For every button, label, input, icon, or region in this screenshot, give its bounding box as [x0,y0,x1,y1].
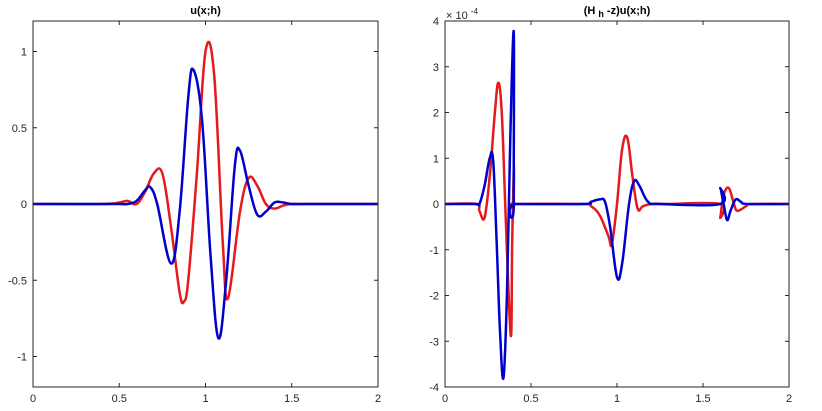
left-plot-series-2-line [33,67,378,340]
right-plot-ytick-label: 4 [433,16,439,28]
left-plot-xtick-label: 1.5 [284,393,299,405]
left-plot-ticks: 0 0.5 1 1.5 2 -1 -0.5 0 0.5 1 [8,21,381,405]
right-plot-xtick-label: 1 [614,393,620,405]
left-plot-xtick-label: 0 [30,393,36,405]
right-plot-xtick-label: 1.5 [695,393,710,405]
right-plot-ytick-label: 1 [433,153,439,165]
right-plot-title-main: (H [584,5,596,17]
right-plot-title-subscript: h [598,9,604,19]
right-plot-xtick-label: 0 [442,393,448,405]
right-plot-ytick-label: 3 [433,62,439,74]
right-plot-exponent-label: × 10 -4 [446,7,478,22]
left-plot-xtick-label: 2 [375,393,381,405]
left-plot-ytick-label: 1 [21,47,27,59]
left-plot-xtick-label: 0.5 [112,393,127,405]
left-plot-lines [33,40,378,340]
left-plot-ytick-label: 0.5 [12,123,27,135]
left-plot-ytick-label: 0 [21,199,27,211]
right-plot-ticks: 0 0.5 1 1.5 2 -4 -3 -2 -1 0 1 2 3 4 [429,16,792,405]
left-plot-title: u(x;h) [190,5,221,17]
right-plot-ytick-label: 2 [433,108,439,120]
right-plot-lines [445,29,789,381]
right-plot-exponent-base: × 10 [446,10,468,22]
right-plot: 0 0.5 1 1.5 2 -4 -3 -2 -1 0 1 2 3 4 (H h -z)u(x;h) × … [429,5,792,405]
left-plot-xtick-label: 1 [202,393,208,405]
left-plot-series-1-line [33,40,378,305]
right-plot-ytick-label: -3 [429,336,439,348]
right-plot-ytick-label: 0 [433,199,439,211]
right-plot-exponent-power: -4 [471,7,479,16]
right-plot-ytick-label: -1 [429,245,439,257]
left-plot: 0 0.5 1 1.5 2 -1 -0.5 0 0.5 1 u(x;h) [8,5,381,405]
right-plot-title-rest: -z)u(x;h) [607,5,651,17]
right-plot-xtick-label: 0.5 [523,393,538,405]
left-plot-ytick-label: -0.5 [8,275,27,287]
right-plot-title: (H h -z)u(x;h) [584,5,651,20]
right-plot-series-2-line [445,29,789,381]
right-plot-ytick-label: -4 [429,382,439,394]
left-plot-ytick-label: -1 [17,352,27,364]
right-plot-ytick-label: -2 [429,291,439,303]
right-plot-xtick-label: 2 [786,393,792,405]
